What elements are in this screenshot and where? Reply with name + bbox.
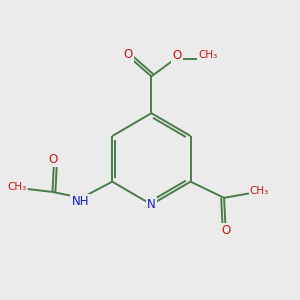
Text: O: O [123, 48, 133, 62]
Text: O: O [222, 224, 231, 237]
Text: O: O [49, 153, 58, 167]
Text: CH₃: CH₃ [250, 186, 269, 196]
Text: O: O [172, 49, 182, 62]
Text: N: N [147, 198, 156, 211]
Text: CH₃: CH₃ [198, 50, 217, 60]
Text: CH₃: CH₃ [7, 182, 26, 192]
Text: NH: NH [71, 195, 89, 208]
